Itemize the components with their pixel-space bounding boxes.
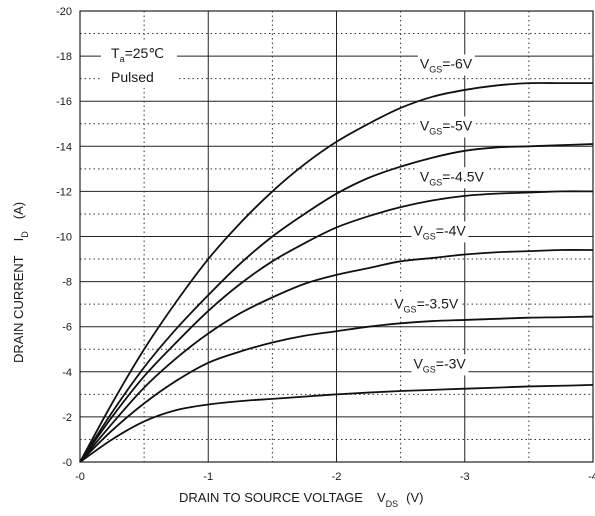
series-label-background	[411, 354, 469, 376]
series-label-background	[417, 54, 475, 76]
y-tick-label: -14	[56, 141, 72, 153]
series-line	[79, 383, 594, 463]
annotation-line2: Pulsed	[111, 69, 154, 85]
plot-frame	[79, 10, 594, 463]
series-lines	[79, 82, 594, 463]
series-label: VGS=-3.5V	[392, 294, 461, 316]
x-tick-label: -2	[332, 471, 342, 483]
series-line	[79, 82, 593, 463]
series-label: VGS=-3V	[411, 354, 469, 376]
major-grid	[80, 11, 593, 462]
series-label-background	[392, 294, 461, 316]
y-tick-label: -6	[62, 322, 72, 334]
y-tick-label: -20	[56, 6, 72, 18]
x-tick-label: -1	[203, 471, 213, 483]
x-axis-label: DRAIN TO SOURCE VOLTAGE VDS (V)	[179, 490, 424, 509]
series-labels: VGS=-6V VGS=-5V VGS=-4.5V VGS=-4V VGS=-3.5V V…	[392, 54, 487, 376]
series-label: VGS=-4V	[411, 221, 469, 243]
y-tick-label: -4	[62, 367, 72, 379]
y-tick-label: -0	[62, 457, 72, 469]
series-label-text: VGS=-3.5V	[394, 296, 459, 315]
y-axis-label: DRAIN CURRENTID(A)	[11, 202, 30, 363]
series-label-text: VGS=-5V	[420, 118, 473, 137]
series-line	[79, 190, 594, 463]
series-label-text: VGS=-6V	[420, 56, 473, 75]
x-tick-labels: -0 -1 -2 -3 -4	[75, 471, 595, 483]
x-tick-label: -3	[460, 471, 470, 483]
series-label-text: VGS=-4V	[413, 222, 466, 241]
series-label: VGS=-6V	[417, 54, 475, 76]
y-tick-label: -18	[56, 51, 72, 63]
y-tick-label: -2	[62, 412, 72, 424]
series-label-background	[411, 221, 469, 243]
series-line	[79, 143, 594, 463]
y-tick-label: -10	[56, 232, 72, 244]
y-tick-labels: -0 -2 -4 -6 -8 -10 -12 -14 -16 -18 -20	[56, 6, 72, 469]
annotation-line1: Ta=25℃	[111, 45, 164, 64]
series-label-background	[417, 167, 487, 189]
series-line	[79, 315, 594, 463]
x-tick-label: -4	[588, 471, 595, 483]
y-tick-label: -12	[56, 186, 72, 198]
series-line	[79, 249, 594, 463]
x-tick-label: -0	[75, 471, 85, 483]
y-tick-label: -8	[62, 277, 72, 289]
series-label: VGS=-5V	[417, 116, 475, 138]
series-label-text: VGS=-4.5V	[420, 168, 485, 187]
series-label-text: VGS=-3V	[413, 355, 466, 374]
y-tick-label: -16	[56, 96, 72, 108]
series-label-background	[417, 116, 475, 138]
annotation-background	[101, 40, 177, 88]
series-label: VGS=-4.5V	[417, 167, 487, 189]
condition-annotation: Ta=25℃ Pulsed	[101, 40, 177, 88]
